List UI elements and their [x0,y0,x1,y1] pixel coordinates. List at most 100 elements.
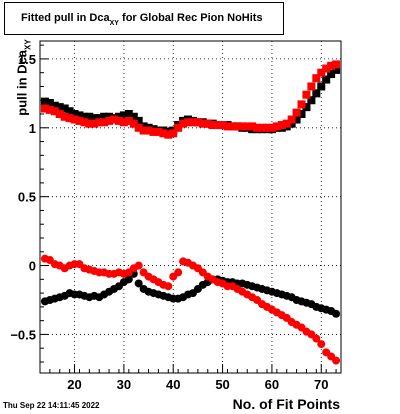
data-point [124,116,133,125]
data-point [317,82,326,91]
series-2 [40,269,341,318]
data-point [169,129,178,138]
y-tick-label: 0.5 [18,190,36,205]
y-tick-label: 0 [29,259,36,274]
axis-ticks: 20 30 40 50 60 70 −0.5 0 0.5 1 1.5 [10,44,337,392]
data-point [267,123,276,132]
data-point [50,107,59,116]
data-point [55,103,64,112]
data-point [164,282,173,291]
y-tick-label: 1.5 [18,52,36,67]
data-point [75,116,84,125]
data-point [134,123,143,132]
data-point [218,121,227,130]
data-point [70,115,79,124]
series-1 [40,60,341,139]
title-main: Fitted pull in Dca [21,12,110,24]
title-box: Fitted pull in DcaXY for Global Rec Pion… [4,2,284,35]
data-point [80,118,89,127]
x-tick-label: 50 [215,377,229,392]
data-point [213,121,222,130]
x-tick-label: 60 [265,377,279,392]
data-point [110,115,119,124]
data-point [277,121,286,130]
data-point [208,121,217,130]
data-point [312,334,321,343]
data-point [95,118,104,127]
data-point [134,116,143,125]
data-point [95,114,104,123]
data-point [272,122,281,131]
data-point [317,340,326,349]
x-axis-label: No. of Fit Points [232,396,340,412]
data-point [253,123,262,132]
grid-lines [40,41,341,373]
data-point [134,279,143,288]
y-axis-label: pull in DcaXY [14,23,33,133]
data-point [129,119,138,128]
series-layer [40,60,341,365]
data-point [134,261,143,270]
data-point [60,104,69,113]
data-point [184,118,193,127]
data-point [203,119,212,128]
series-3 [40,254,341,365]
data-point [174,123,183,132]
data-point [179,119,188,128]
data-point [80,112,89,121]
ylabel-subscript: XY [23,39,33,50]
data-point [223,122,232,131]
data-point [90,114,99,123]
data-point [238,122,247,131]
data-point [322,64,331,73]
data-point [114,112,123,121]
data-point [198,119,207,128]
data-point [75,111,84,120]
data-point [327,61,336,70]
data-point [40,97,49,106]
data-point [322,75,331,84]
data-point [307,96,316,105]
data-point [55,110,64,119]
data-point [174,268,183,277]
data-point [317,68,326,77]
timestamp: Thu Sep 22 14:11:45 2022 [3,401,100,410]
data-point [188,118,197,127]
data-point [307,82,316,91]
title-subscript: XY [109,20,119,27]
data-point [282,119,291,128]
data-point [302,90,311,99]
data-point [149,127,158,136]
data-point [248,122,257,131]
data-point [45,98,54,107]
data-point [287,119,296,128]
data-point [292,108,301,117]
data-point [40,104,49,113]
data-point [312,89,321,98]
data-point [119,111,128,120]
data-point [332,65,341,74]
data-point [129,112,138,121]
data-point [60,112,69,121]
ylabel-main: pull in Dca [14,49,30,116]
x-tick-label: 30 [117,377,131,392]
data-point [332,309,341,318]
data-point [119,118,128,127]
data-point [292,115,301,124]
data-point [90,119,99,128]
data-point [45,105,54,114]
data-point [233,122,242,131]
data-point [327,70,336,79]
data-point [297,100,306,109]
data-point [332,60,341,69]
data-point [154,127,163,136]
data-point [65,114,74,123]
x-tick-label: 20 [67,377,81,392]
data-point [228,122,237,131]
data-point [124,275,133,284]
data-point [100,118,109,127]
data-point [302,103,311,112]
y-tick-label: −0.5 [10,327,36,342]
data-point [105,112,114,121]
